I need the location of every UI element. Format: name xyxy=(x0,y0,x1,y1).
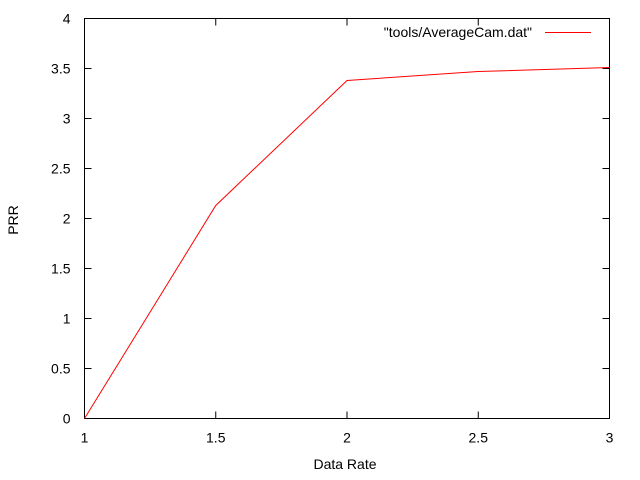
x-axis-label: Data Rate xyxy=(313,456,376,472)
x-tick-label: 2 xyxy=(343,430,351,446)
y-tick-label: 1 xyxy=(63,311,71,327)
series-group xyxy=(84,67,610,419)
x-tick-label: 1 xyxy=(81,430,89,446)
series-line xyxy=(84,67,610,419)
y-tick-label: 4 xyxy=(63,11,71,27)
x-tick-label: 3 xyxy=(606,430,614,446)
plot-frame xyxy=(84,18,610,419)
x-tick-label: 2.5 xyxy=(469,430,489,446)
y-ticks: 0 0.5 1 1.5 2 2.5 3 3.5 4 xyxy=(51,11,610,427)
x-tick-label: 1.5 xyxy=(206,430,226,446)
legend: "tools/AverageCam.dat" xyxy=(384,24,591,40)
y-tick-label: 1.5 xyxy=(51,261,71,277)
y-tick-label: 0 xyxy=(63,411,71,427)
y-tick-label: 2 xyxy=(63,211,71,227)
y-tick-label: 3 xyxy=(63,111,71,127)
legend-label: "tools/AverageCam.dat" xyxy=(384,24,532,40)
y-tick-label: 3.5 xyxy=(51,61,71,77)
y-axis-label: PRR xyxy=(5,205,21,235)
x-ticks: 1 1.5 2 2.5 3 xyxy=(81,18,614,446)
y-tick-label: 0.5 xyxy=(51,361,71,377)
y-tick-label: 2.5 xyxy=(51,161,71,177)
